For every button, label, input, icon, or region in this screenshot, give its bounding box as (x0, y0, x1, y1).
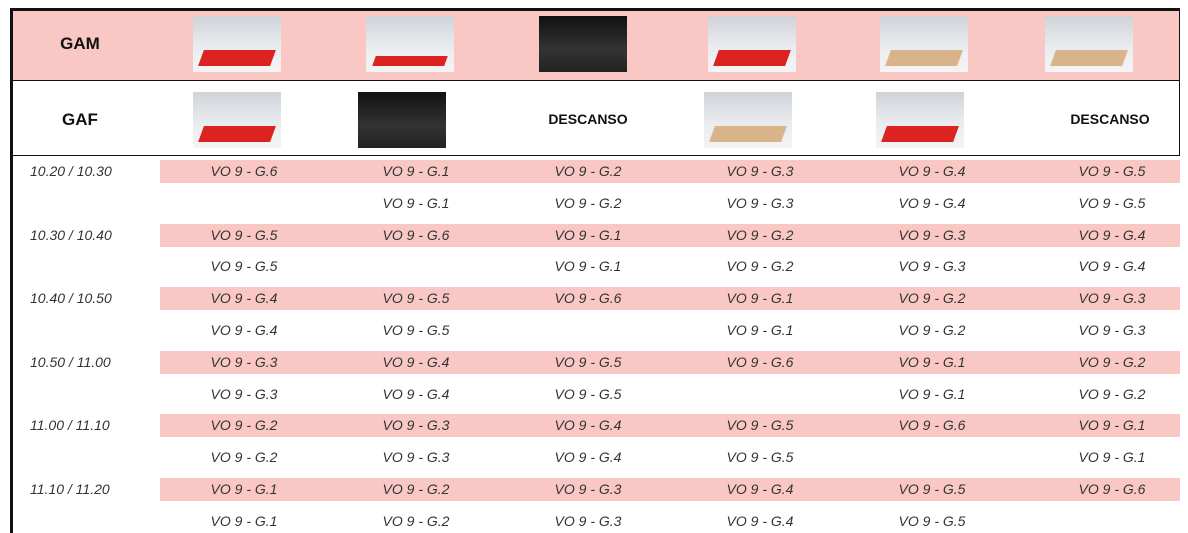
session-cell: VO 9 - G.3 (1078, 290, 1146, 307)
session-cell: VO 9 - G.5 (210, 226, 278, 243)
session-cell: VO 9 - G.4 (382, 353, 450, 370)
session-cell: VO 9 - G.1 (554, 258, 622, 275)
session-cell: VO 9 - G.2 (898, 322, 966, 338)
left-rule (10, 156, 13, 533)
session-cell: VO 9 - G.1 (898, 353, 966, 370)
session-cell: VO 9 - G.4 (898, 194, 966, 211)
apparatus-image (880, 16, 968, 72)
apparatus-image (366, 16, 454, 72)
session-cell: VO 9 - G.5 (554, 385, 622, 402)
session-cell: VO 9 - G.6 (898, 417, 966, 434)
session-cell: VO 9 - G.3 (210, 353, 278, 370)
session-cell: VO 9 - G.1 (1078, 449, 1146, 466)
session-cell: VO 9 - G.4 (1078, 226, 1146, 243)
time-label: 10.50 / 11.00 (30, 353, 111, 370)
session-cell: VO 9 - G.3 (554, 481, 622, 497)
session-cell: VO 9 - G.6 (554, 290, 622, 307)
session-cell: VO 9 - G.4 (554, 449, 622, 466)
session-cell: VO 9 - G.6 (726, 353, 794, 370)
session-cell: VO 9 - G.2 (726, 226, 794, 243)
session-cell: VO 9 - G.4 (554, 417, 622, 434)
session-cell: VO 9 - G.3 (898, 258, 966, 275)
session-cell: VO 9 - G.2 (554, 163, 622, 179)
time-label: 10.40 / 10.50 (30, 290, 112, 307)
session-cell: VO 9 - G.2 (1078, 353, 1146, 370)
apparatus-image (876, 92, 964, 148)
session-cell: VO 9 - G.5 (726, 449, 794, 466)
session-cell: VO 9 - G.5 (1078, 194, 1146, 211)
session-cell: VO 9 - G.2 (210, 449, 278, 466)
gam-label: GAM (60, 34, 100, 53)
session-cell: VO 9 - G.3 (554, 512, 622, 529)
gaf-label: GAF (62, 110, 98, 129)
apparatus-image (704, 92, 792, 148)
row-band (160, 287, 1180, 311)
rest-label: DESCANSO (548, 111, 628, 127)
session-cell: VO 9 - G.2 (382, 481, 450, 497)
session-cell: VO 9 - G.1 (726, 290, 794, 307)
session-cell: VO 9 - G.4 (726, 512, 794, 529)
session-cell: VO 9 - G.3 (726, 163, 794, 179)
gaf-row (10, 80, 1180, 156)
apparatus-image (358, 92, 446, 148)
row-band (160, 223, 1180, 247)
session-cell: VO 9 - G.6 (1078, 481, 1146, 497)
row-band (160, 350, 1180, 374)
session-cell: VO 9 - G.1 (1078, 417, 1146, 434)
time-label: 11.10 / 11.20 (30, 481, 110, 497)
session-cell: VO 9 - G.5 (726, 417, 794, 434)
session-cell: VO 9 - G.4 (898, 163, 966, 179)
session-cell: VO 9 - G.3 (382, 449, 450, 466)
session-cell: VO 9 - G.2 (210, 417, 278, 434)
session-cell: VO 9 - G.4 (382, 385, 450, 402)
apparatus-image (193, 16, 281, 72)
session-cell: VO 9 - G.1 (898, 385, 966, 402)
apparatus-image (1045, 16, 1133, 72)
session-cell: VO 9 - G.1 (210, 481, 278, 497)
session-cell: VO 9 - G.3 (726, 194, 794, 211)
session-cell: VO 9 - G.5 (382, 290, 450, 307)
session-cell: VO 9 - G.5 (554, 353, 622, 370)
session-cell: VO 9 - G.2 (726, 258, 794, 275)
row-band (160, 160, 1180, 183)
time-label: 10.20 / 10.30 (30, 163, 112, 179)
time-label: 11.00 / 11.10 (30, 417, 110, 434)
session-cell: VO 9 - G.2 (898, 290, 966, 307)
session-cell: VO 9 - G.2 (382, 512, 450, 529)
session-cell: VO 9 - G.4 (726, 481, 794, 497)
session-cell: VO 9 - G.5 (898, 481, 966, 497)
session-cell: VO 9 - G.1 (382, 194, 450, 211)
rest-label: DESCANSO (1070, 111, 1150, 127)
time-label: 10.30 / 10.40 (30, 226, 112, 243)
session-cell: VO 9 - G.5 (898, 512, 966, 529)
session-cell: VO 9 - G.3 (210, 385, 278, 402)
session-cell: VO 9 - G.5 (1078, 163, 1146, 179)
session-cell: VO 9 - G.5 (210, 258, 278, 275)
session-cell: VO 9 - G.4 (210, 322, 278, 338)
row-band (160, 414, 1180, 438)
apparatus-image (708, 16, 796, 72)
session-cell: VO 9 - G.2 (554, 194, 622, 211)
session-cell: VO 9 - G.1 (382, 163, 450, 179)
session-cell: VO 9 - G.4 (1078, 258, 1146, 275)
session-cell: VO 9 - G.1 (726, 322, 794, 338)
session-cell: VO 9 - G.1 (554, 226, 622, 243)
session-cell: VO 9 - G.3 (382, 417, 450, 434)
session-cell: VO 9 - G.6 (210, 163, 278, 179)
session-cell: VO 9 - G.3 (898, 226, 966, 243)
row-band (160, 478, 1180, 501)
session-cell: VO 9 - G.6 (382, 226, 450, 243)
apparatus-image (539, 16, 627, 72)
apparatus-image (193, 92, 281, 148)
session-cell: VO 9 - G.5 (382, 322, 450, 338)
session-cell: VO 9 - G.1 (210, 512, 278, 529)
session-cell: VO 9 - G.3 (1078, 322, 1146, 338)
session-cell: VO 9 - G.4 (210, 290, 278, 307)
session-cell: VO 9 - G.2 (1078, 385, 1146, 402)
